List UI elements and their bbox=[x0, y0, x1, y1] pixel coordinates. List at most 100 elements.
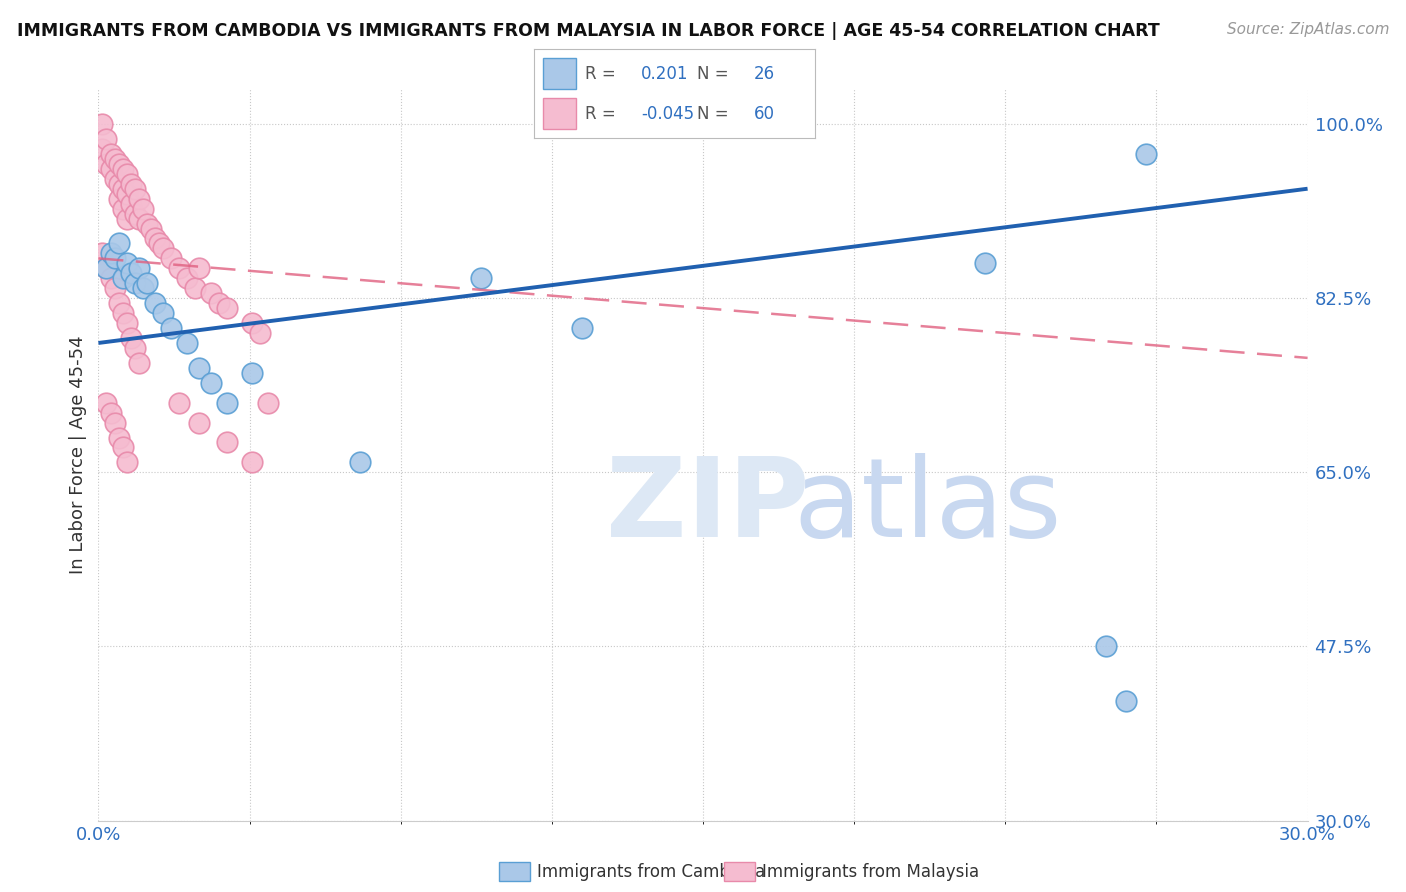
Text: atlas: atlas bbox=[793, 452, 1062, 559]
Point bbox=[107, 192, 129, 206]
Point bbox=[135, 277, 157, 291]
Point bbox=[349, 455, 371, 469]
Point bbox=[128, 211, 150, 226]
Text: Source: ZipAtlas.com: Source: ZipAtlas.com bbox=[1226, 22, 1389, 37]
Point bbox=[111, 161, 134, 176]
Point bbox=[111, 182, 134, 196]
Point bbox=[200, 376, 222, 390]
Point bbox=[128, 356, 150, 370]
Point bbox=[184, 281, 207, 295]
Point bbox=[111, 202, 134, 216]
Point bbox=[100, 147, 122, 161]
Point bbox=[1095, 640, 1118, 654]
Point bbox=[200, 286, 222, 301]
Text: N =: N = bbox=[697, 105, 734, 123]
Point bbox=[1135, 147, 1157, 161]
Text: R =: R = bbox=[585, 105, 621, 123]
Point bbox=[107, 157, 129, 171]
Point bbox=[107, 177, 129, 191]
Point bbox=[120, 331, 142, 345]
Point bbox=[115, 186, 138, 201]
Point bbox=[103, 171, 125, 186]
Point bbox=[124, 206, 146, 220]
Point bbox=[115, 316, 138, 330]
Point bbox=[96, 261, 118, 276]
Point bbox=[91, 142, 114, 156]
Point bbox=[132, 281, 155, 295]
Point bbox=[124, 277, 146, 291]
Point bbox=[152, 306, 174, 320]
Point bbox=[103, 416, 125, 430]
Point bbox=[111, 441, 134, 455]
Point bbox=[217, 395, 239, 409]
Point bbox=[139, 221, 162, 235]
Point bbox=[115, 256, 138, 270]
Text: 0.201: 0.201 bbox=[641, 65, 689, 83]
Point bbox=[100, 161, 122, 176]
Point bbox=[96, 157, 118, 171]
Text: R =: R = bbox=[585, 65, 621, 83]
Point bbox=[256, 395, 278, 409]
Text: ZIP: ZIP bbox=[606, 452, 810, 559]
Point bbox=[217, 301, 239, 315]
Point bbox=[1115, 694, 1137, 708]
Point bbox=[974, 256, 997, 270]
Point bbox=[115, 455, 138, 469]
Point bbox=[128, 261, 150, 276]
Point bbox=[107, 296, 129, 310]
Point bbox=[143, 296, 166, 310]
Text: -0.045: -0.045 bbox=[641, 105, 695, 123]
Point bbox=[135, 217, 157, 231]
Point bbox=[143, 231, 166, 245]
Text: IMMIGRANTS FROM CAMBODIA VS IMMIGRANTS FROM MALAYSIA IN LABOR FORCE | AGE 45-54 : IMMIGRANTS FROM CAMBODIA VS IMMIGRANTS F… bbox=[17, 22, 1160, 40]
Point bbox=[96, 261, 118, 276]
Point bbox=[96, 395, 118, 409]
Point bbox=[240, 455, 263, 469]
Point bbox=[96, 132, 118, 146]
Point bbox=[148, 236, 170, 251]
Point bbox=[100, 271, 122, 285]
Point bbox=[100, 246, 122, 260]
Bar bbox=[543, 98, 576, 129]
Point bbox=[160, 252, 183, 266]
Text: Immigrants from Cambodia: Immigrants from Cambodia bbox=[537, 863, 765, 881]
Point bbox=[91, 117, 114, 131]
Point bbox=[571, 321, 593, 335]
Point bbox=[132, 202, 155, 216]
Point bbox=[167, 395, 190, 409]
Point bbox=[124, 182, 146, 196]
Point bbox=[176, 335, 198, 350]
Text: 26: 26 bbox=[754, 65, 775, 83]
Point bbox=[249, 326, 271, 340]
Point bbox=[111, 306, 134, 320]
Point bbox=[208, 296, 231, 310]
Point bbox=[115, 167, 138, 181]
Point bbox=[107, 236, 129, 251]
Point bbox=[100, 406, 122, 420]
Point bbox=[188, 360, 211, 375]
Point bbox=[167, 261, 190, 276]
Point bbox=[188, 416, 211, 430]
Point bbox=[217, 435, 239, 450]
Point bbox=[240, 366, 263, 380]
Point bbox=[128, 192, 150, 206]
Point bbox=[91, 246, 114, 260]
Point bbox=[120, 196, 142, 211]
Point bbox=[120, 266, 142, 280]
Point bbox=[176, 271, 198, 285]
Point bbox=[120, 177, 142, 191]
Point bbox=[107, 430, 129, 444]
Point bbox=[152, 242, 174, 256]
Point bbox=[103, 152, 125, 166]
Point bbox=[124, 341, 146, 355]
Bar bbox=[543, 58, 576, 89]
Point bbox=[111, 271, 134, 285]
Point bbox=[240, 316, 263, 330]
Point bbox=[470, 271, 492, 285]
Text: Immigrants from Malaysia: Immigrants from Malaysia bbox=[762, 863, 979, 881]
Point bbox=[103, 252, 125, 266]
Text: N =: N = bbox=[697, 65, 734, 83]
Point bbox=[160, 321, 183, 335]
Point bbox=[115, 211, 138, 226]
Point bbox=[188, 261, 211, 276]
